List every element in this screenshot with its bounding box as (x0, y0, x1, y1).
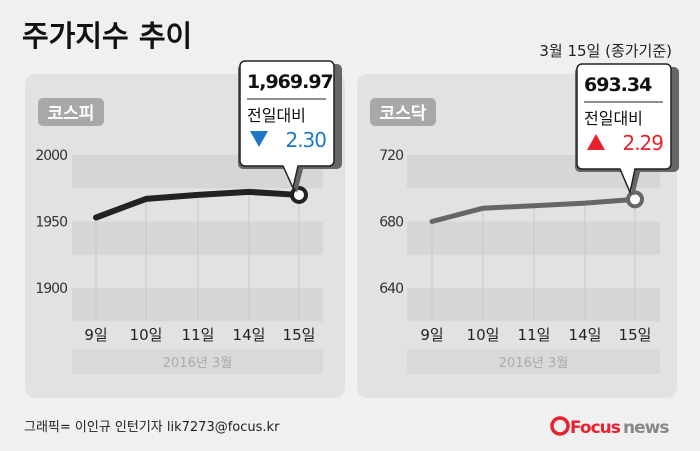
kosdaq-chart: 코스닥 640 680 720 9일 10일 11일 14일 15일 2016년 3월 693.34… (357, 63, 679, 398)
y-tick-label: 720 (379, 148, 403, 164)
callout-label: 전일대비 (247, 106, 306, 125)
callout-change: 2.29 (622, 131, 663, 155)
x-axis-title-bar (72, 349, 323, 374)
value-callout: 693.34 전일대비 2.29 (575, 63, 679, 196)
callout-change: 2.30 (285, 128, 326, 152)
x-tick-label: 10일 (130, 326, 163, 344)
callout-box (576, 63, 672, 195)
svg-text:Focus: Focus (570, 418, 621, 438)
chart-label: 코스피 (48, 104, 95, 124)
callout-value: 693.34 (584, 74, 652, 96)
x-tick-label: 15일 (619, 326, 652, 344)
x-tick-label: 14일 (233, 326, 266, 344)
x-axis-title: 2016년 3월 (163, 356, 232, 371)
chart-label-badge (38, 98, 104, 126)
value-callout: 1,969.97 전일대비 2.30 (238, 60, 342, 193)
y-tick-label: 680 (379, 215, 403, 231)
svg-text:news: news (623, 418, 669, 438)
triangle-down-icon (250, 131, 268, 147)
triangle-up-icon (587, 134, 605, 150)
credit: 그래픽= 이인규 인턴기자 lik7273@focus.kr (24, 420, 280, 435)
x-axis-title: 2016년 3월 (499, 356, 568, 371)
last-data-point (626, 190, 644, 209)
y-tick-label: 640 (379, 281, 403, 297)
x-tick-label: 9일 (420, 326, 443, 344)
x-tick-label: 9일 (84, 326, 107, 344)
x-axis-title-bar (407, 349, 660, 374)
x-tick-label: 10일 (467, 326, 500, 344)
subtitle: 3월 15일 (종가기준) (539, 42, 672, 60)
chart-label: 코스닥 (380, 104, 427, 124)
y-tick-label: 1900 (35, 281, 67, 297)
callout-value: 1,969.97 (247, 71, 333, 93)
page-title: 주가지수 추이 (22, 19, 192, 53)
x-tick-label: 11일 (518, 326, 551, 344)
chart-label-badge (370, 98, 436, 126)
last-data-point (290, 185, 308, 204)
x-tick-label: 14일 (569, 326, 602, 344)
y-tick-label: 1950 (35, 215, 67, 231)
callout-label: 전일대비 (584, 109, 643, 128)
focusnews-logo: Focus news (550, 416, 670, 438)
callout-box (239, 60, 335, 191)
kospi-chart: 코스피 1900 1950 2000 9일 10일 11일 14일 15일 2016년 3월 1,9… (25, 60, 345, 398)
x-tick-label: 15일 (283, 326, 316, 344)
x-tick-label: 11일 (182, 326, 215, 344)
y-tick-label: 2000 (35, 148, 67, 164)
